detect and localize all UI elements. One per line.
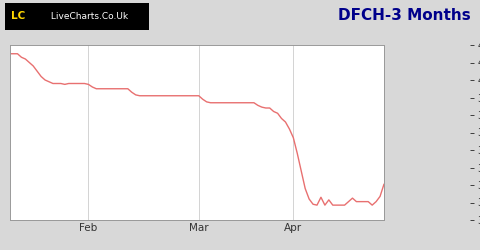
Text: LC: LC [11, 11, 25, 21]
Text: DFCH-3 Months: DFCH-3 Months [337, 8, 470, 22]
Text: LiveCharts.Co.Uk: LiveCharts.Co.Uk [48, 12, 128, 21]
FancyBboxPatch shape [5, 2, 149, 30]
